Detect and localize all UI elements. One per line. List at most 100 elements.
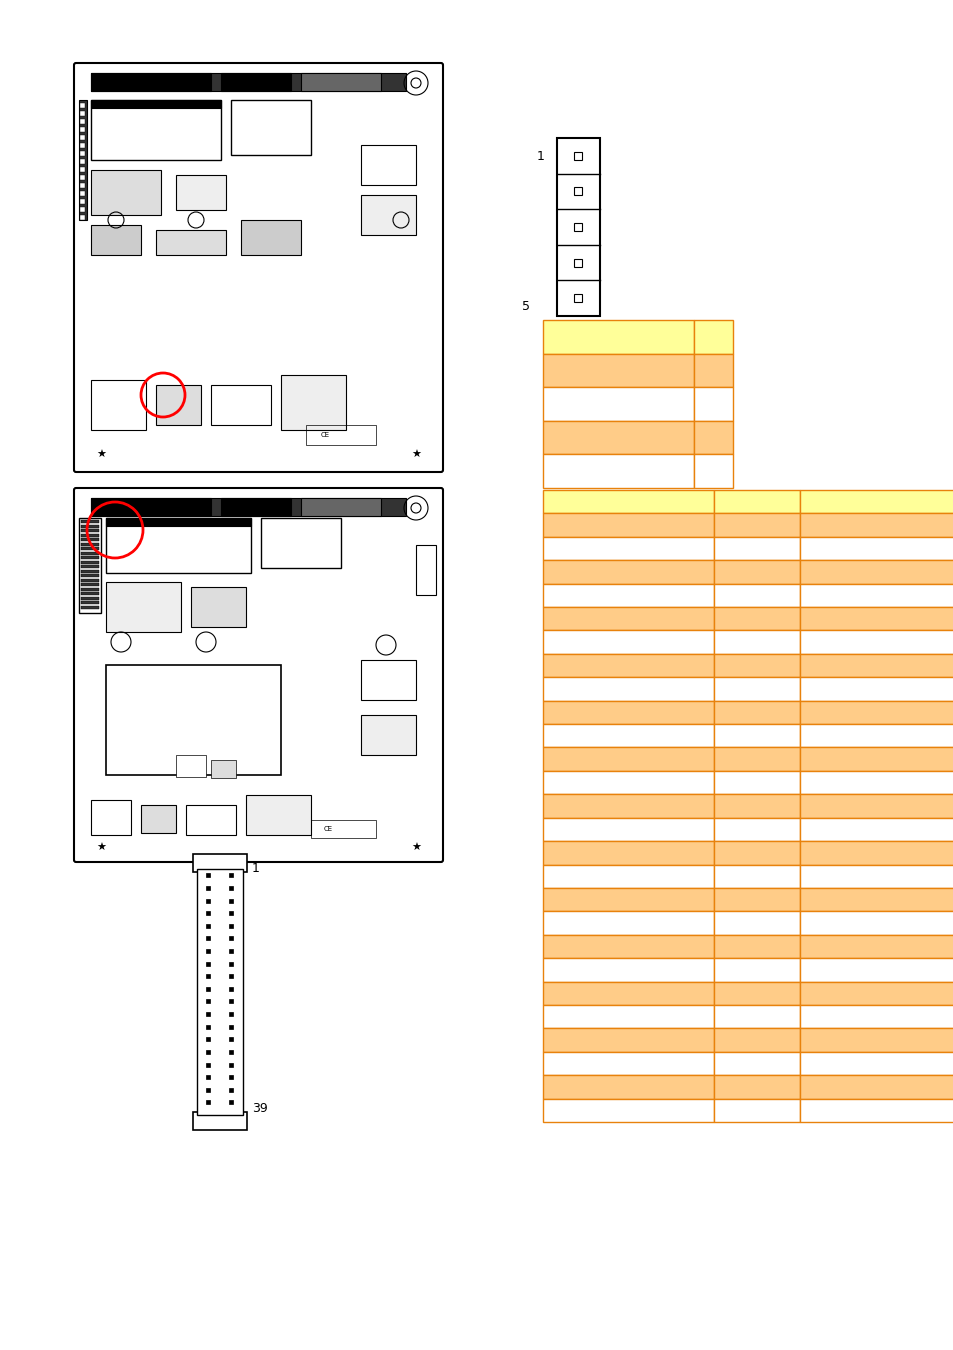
- Bar: [196, 869, 243, 1115]
- Text: 1: 1: [252, 861, 259, 875]
- Bar: [713, 888, 800, 911]
- Bar: [542, 1075, 713, 1099]
- Bar: [230, 923, 233, 927]
- Bar: [542, 934, 713, 958]
- Bar: [800, 981, 953, 1004]
- Bar: [301, 498, 380, 516]
- Bar: [81, 533, 99, 536]
- Bar: [80, 215, 85, 220]
- Bar: [800, 748, 953, 771]
- Bar: [81, 606, 99, 609]
- Bar: [206, 1050, 211, 1054]
- Bar: [106, 666, 281, 775]
- Bar: [81, 583, 99, 586]
- Bar: [106, 582, 181, 632]
- Bar: [800, 490, 953, 513]
- Bar: [106, 518, 251, 526]
- Bar: [91, 170, 161, 215]
- Bar: [800, 911, 953, 934]
- Bar: [713, 560, 800, 583]
- Bar: [230, 886, 233, 890]
- Bar: [80, 111, 85, 116]
- Bar: [81, 547, 99, 549]
- Bar: [206, 886, 211, 890]
- Bar: [261, 518, 340, 568]
- Bar: [91, 498, 211, 516]
- Bar: [81, 593, 99, 595]
- Bar: [80, 159, 85, 163]
- Bar: [206, 937, 211, 941]
- Bar: [221, 73, 291, 90]
- Bar: [206, 923, 211, 927]
- Bar: [206, 1088, 211, 1092]
- Bar: [311, 819, 375, 838]
- Bar: [156, 230, 226, 255]
- Bar: [80, 119, 85, 124]
- Bar: [206, 873, 211, 878]
- Bar: [542, 724, 713, 748]
- Bar: [193, 1112, 247, 1130]
- Bar: [800, 841, 953, 864]
- Bar: [106, 518, 251, 572]
- Bar: [542, 1004, 713, 1029]
- Bar: [542, 981, 713, 1004]
- Bar: [800, 818, 953, 841]
- Bar: [360, 716, 416, 755]
- Bar: [693, 320, 732, 354]
- Bar: [713, 490, 800, 513]
- Bar: [206, 961, 211, 965]
- Text: ★: ★: [411, 842, 420, 853]
- Bar: [542, 841, 713, 864]
- Bar: [557, 138, 599, 316]
- Bar: [542, 864, 713, 888]
- Bar: [542, 911, 713, 934]
- Bar: [231, 100, 311, 155]
- Bar: [281, 375, 346, 431]
- FancyBboxPatch shape: [74, 63, 442, 472]
- Bar: [360, 144, 416, 185]
- Bar: [542, 421, 693, 455]
- Bar: [206, 911, 211, 915]
- Bar: [206, 1075, 211, 1079]
- Bar: [542, 560, 713, 583]
- Bar: [80, 207, 85, 212]
- Bar: [800, 1099, 953, 1122]
- Bar: [693, 387, 732, 421]
- Bar: [230, 1088, 233, 1092]
- Bar: [91, 100, 221, 161]
- Bar: [693, 354, 732, 387]
- Bar: [81, 566, 99, 568]
- Bar: [713, 911, 800, 934]
- Bar: [713, 1052, 800, 1075]
- Text: 5: 5: [521, 301, 530, 313]
- Bar: [713, 841, 800, 864]
- Bar: [206, 1062, 211, 1066]
- Bar: [542, 888, 713, 911]
- Bar: [542, 320, 693, 354]
- Bar: [800, 678, 953, 701]
- Bar: [186, 805, 235, 836]
- Bar: [156, 385, 201, 425]
- Bar: [206, 987, 211, 991]
- Bar: [800, 630, 953, 653]
- Bar: [713, 724, 800, 748]
- Bar: [81, 601, 99, 603]
- Bar: [360, 660, 416, 701]
- Bar: [693, 421, 732, 455]
- Bar: [91, 73, 211, 90]
- Bar: [230, 873, 233, 878]
- Bar: [141, 805, 175, 833]
- Bar: [542, 513, 713, 537]
- Bar: [91, 225, 141, 255]
- Bar: [81, 539, 99, 541]
- Bar: [800, 934, 953, 958]
- Bar: [574, 188, 582, 196]
- Bar: [230, 1037, 233, 1041]
- Bar: [81, 520, 99, 522]
- Bar: [211, 385, 271, 425]
- Bar: [246, 795, 311, 836]
- Bar: [230, 911, 233, 915]
- Bar: [800, 724, 953, 748]
- Bar: [91, 498, 406, 516]
- Bar: [800, 537, 953, 560]
